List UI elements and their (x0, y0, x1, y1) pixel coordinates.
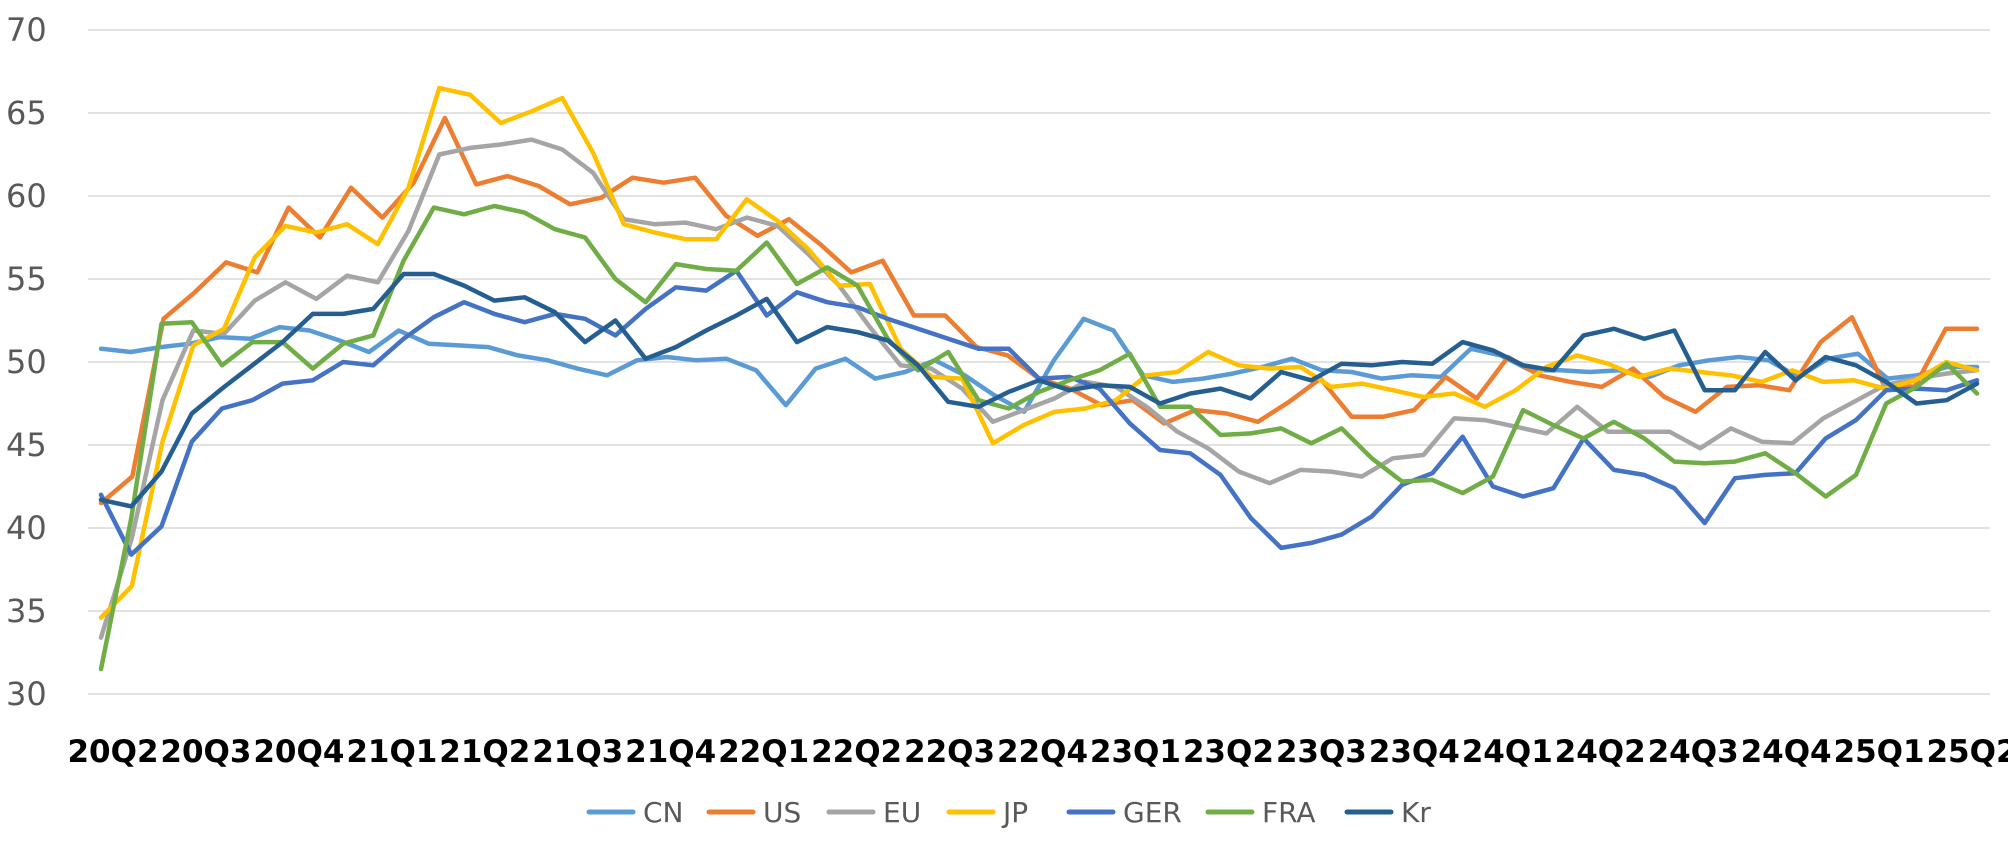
series-lines (98, 85, 1980, 672)
x-tick-label: 20Q2 (67, 734, 158, 770)
series-line-cn (98, 316, 1980, 415)
y-tick-label: 70 (6, 11, 47, 49)
y-tick-label: 35 (6, 592, 47, 630)
y-tick-label: 60 (6, 177, 47, 215)
y-tick-label: 30 (6, 675, 47, 713)
legend-label-fra: FRA (1262, 796, 1316, 829)
x-tick-label: 22Q2 (811, 734, 902, 770)
legend-label-eu: EU (883, 796, 921, 829)
x-tick-label: 24Q4 (1741, 734, 1832, 770)
y-tick-label: 65 (6, 94, 47, 132)
y-tick-label: 50 (6, 343, 47, 381)
legend-label-ger: GER (1123, 796, 1182, 829)
legend-label-jp: JP (1001, 796, 1028, 829)
x-axis-ticks: 20Q2 20Q3 20Q4 21Q1 21Q2 21Q3 21Q4 22Q1 22Q2 22Q3… (67, 734, 2008, 770)
y-tick-label: 55 (6, 260, 47, 298)
x-tick-label: 22Q4 (997, 734, 1088, 770)
legend-label-kr: Kr (1401, 796, 1431, 829)
series-line-eu (98, 137, 1980, 640)
y-axis-ticks: 30 35 40 45 50 55 60 65 70 (6, 11, 47, 713)
x-tick-label: 25Q2 (1926, 734, 2008, 770)
legend: CN US EU JP GER FRA Kr (586, 796, 1431, 829)
x-tick-label: 22Q1 (718, 734, 809, 770)
x-tick-label: 21Q2 (439, 734, 530, 770)
series-line-jp (98, 85, 1980, 620)
x-tick-label: 23Q1 (1090, 734, 1181, 770)
x-tick-label: 22Q3 (904, 734, 995, 770)
x-tick-label: 21Q1 (346, 734, 437, 770)
x-tick-label: 20Q4 (253, 734, 344, 770)
x-tick-label: 23Q2 (1183, 734, 1274, 770)
x-tick-label: 24Q3 (1648, 734, 1739, 770)
x-tick-label: 21Q3 (532, 734, 623, 770)
x-tick-label: 23Q3 (1276, 734, 1367, 770)
x-tick-label: 25Q1 (1834, 734, 1925, 770)
x-tick-label: 23Q4 (1369, 734, 1460, 770)
legend-label-us: US (763, 796, 801, 829)
series-line-fra (98, 203, 1980, 672)
y-tick-label: 40 (6, 509, 47, 547)
x-tick-label: 24Q2 (1555, 734, 1646, 770)
y-tick-label: 45 (6, 426, 47, 464)
x-tick-label: 20Q3 (160, 734, 251, 770)
x-tick-label: 24Q1 (1462, 734, 1553, 770)
series-line-kr (98, 271, 1980, 509)
x-tick-label: 21Q4 (625, 734, 716, 770)
legend-label-cn: CN (643, 796, 684, 829)
